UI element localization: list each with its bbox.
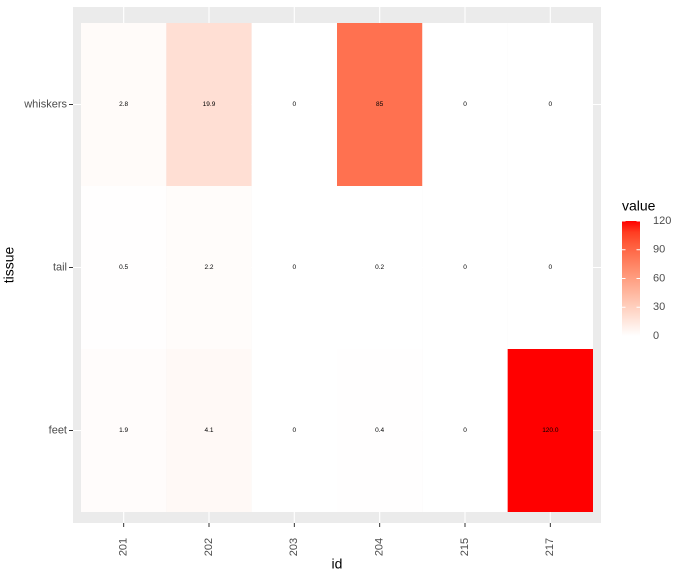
tile-label: 0 (549, 264, 553, 271)
y-axis-title: tissue (1, 247, 17, 284)
tile-label: 0.2 (375, 264, 384, 271)
tile-label: 0 (293, 101, 297, 108)
legend-tick-label: 90 (653, 244, 665, 256)
tile-label: 0.4 (375, 427, 384, 434)
tile (251, 186, 337, 349)
colorbar (622, 221, 640, 336)
x-tick-label: 204 (374, 538, 386, 556)
x-tick-label: 215 (459, 538, 471, 556)
legend-tick-label: 30 (653, 301, 665, 313)
tile (422, 23, 508, 186)
tile-label: 85 (376, 101, 384, 108)
tile-label: 0 (463, 264, 467, 271)
tile-label: 1.9 (119, 427, 128, 434)
tile (81, 23, 167, 186)
tile-label: 0 (293, 427, 297, 434)
tile (166, 23, 252, 186)
tile (166, 186, 252, 349)
tile (251, 349, 337, 512)
tile (81, 349, 167, 512)
tile (166, 349, 252, 512)
tile (507, 349, 593, 512)
tile (337, 349, 423, 512)
tile-label: 120.0 (542, 427, 559, 434)
tile-label: 2.2 (204, 264, 213, 271)
tile-label: 0 (293, 264, 297, 271)
tile-label: 2.8 (119, 101, 128, 108)
tile (81, 186, 167, 349)
legend-tick-label: 120 (653, 215, 671, 227)
x-tick-label: 203 (288, 538, 300, 556)
x-axis-title: id (332, 556, 343, 572)
tile-label: 0 (549, 101, 553, 108)
legend-tick-label: 0 (653, 330, 659, 342)
tile-label: 0 (463, 427, 467, 434)
tile (422, 349, 508, 512)
tile-label: 4.1 (204, 427, 213, 434)
legend-tick-label: 60 (653, 272, 665, 284)
x-tick-label: 202 (203, 538, 215, 556)
y-tick-label: tail (53, 261, 67, 273)
y-tick-label: whiskers (23, 98, 67, 110)
tile (507, 23, 593, 186)
tile (337, 186, 423, 349)
tile (251, 23, 337, 186)
tile-label: 0 (463, 101, 467, 108)
tile (337, 23, 423, 186)
tile-label: 19.9 (203, 101, 216, 108)
tile (422, 186, 508, 349)
tile (507, 186, 593, 349)
tile-label: 0.5 (119, 264, 128, 271)
y-tick-label: feet (49, 424, 67, 436)
legend-title: value (622, 198, 656, 214)
x-tick-label: 201 (118, 538, 130, 556)
x-tick-label: 217 (544, 538, 556, 556)
